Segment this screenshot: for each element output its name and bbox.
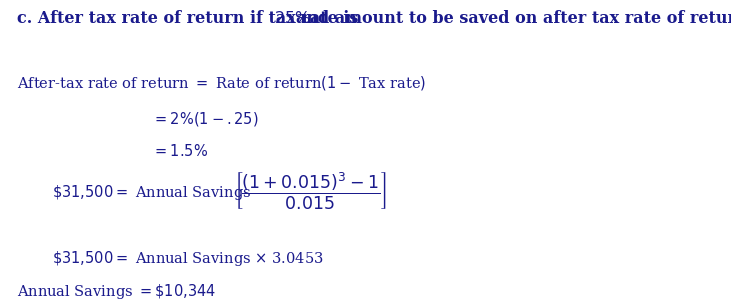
Text: $\$31{,}500 =$ Annual Savings: $\$31{,}500 =$ Annual Savings — [53, 183, 251, 202]
Text: $\left[\dfrac{\left(1+0.015\right)^{3}-1}{0.015}\right]$: $\left[\dfrac{\left(1+0.015\right)^{3}-1… — [233, 170, 386, 211]
Text: $= 2\%(1 - .25)$: $= 2\%(1 - .25)$ — [152, 110, 259, 128]
Text: After-tax rate of return $=$ Rate of return$(1 -$ Tax rate$)$: After-tax rate of return $=$ Rate of ret… — [17, 74, 426, 91]
Text: Annual Savings $= \$10{,}344$: Annual Savings $= \$10{,}344$ — [17, 282, 216, 301]
Text: $25\%$: $25\%$ — [274, 10, 311, 27]
Text: $\$31{,}500 =$ Annual Savings $\times$ 3.0453: $\$31{,}500 =$ Annual Savings $\times$ 3… — [53, 249, 324, 268]
Text: c. After tax rate of return if tax rate is: c. After tax rate of return if tax rate … — [17, 10, 364, 27]
Text: and amount to be saved on after tax rate of return.: and amount to be saved on after tax rate… — [296, 10, 731, 27]
Text: $= 1.5\%$: $= 1.5\%$ — [152, 143, 208, 159]
